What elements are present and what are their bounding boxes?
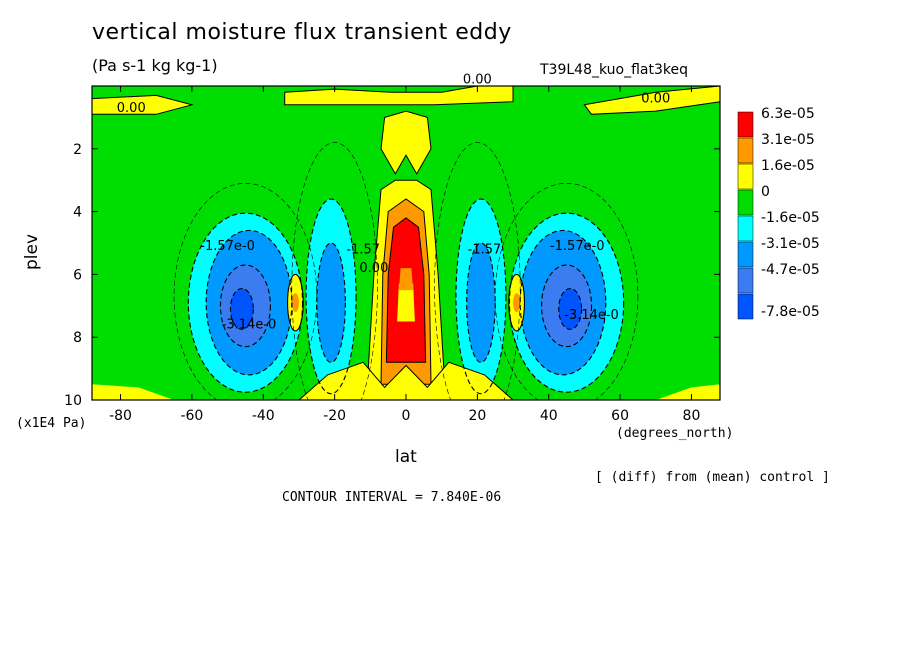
- x-tick-label: 60: [611, 408, 629, 424]
- plume-inner-yellow: [397, 283, 415, 322]
- plot-area: [92, 86, 720, 400]
- x-tick-label: 20: [468, 408, 486, 424]
- chart-title: vertical moisture flux transient eddy: [92, 20, 512, 45]
- contour-label-0: 0.00: [117, 101, 146, 116]
- contour-label-7: -1.57: [346, 242, 380, 257]
- legend-swatch: [737, 163, 754, 190]
- contour-lobe-1-north: [508, 212, 625, 393]
- x-tick-label: 80: [683, 408, 701, 424]
- contour-label-9: 0.00: [359, 261, 388, 276]
- legend-swatch: [737, 293, 754, 320]
- legend-label: -3.1e-05: [761, 236, 820, 252]
- contour-lobe-2-north: [519, 229, 607, 376]
- y-tick-label: 8: [73, 330, 82, 346]
- contour-inner-0-south: [291, 142, 378, 400]
- x-axis-label: lat: [395, 447, 417, 467]
- y-axis-label: plev: [22, 233, 42, 270]
- inner-blue-south: [316, 243, 346, 363]
- legend-swatch: [737, 215, 754, 242]
- x-tick-label: -80: [109, 408, 132, 424]
- y-tick-label: 2: [73, 142, 82, 158]
- upper-mid-yellow: [284, 86, 514, 106]
- contour-interval: CONTOUR INTERVAL = 7.840E-06: [282, 490, 502, 505]
- legend-label: 6.3e-05: [761, 106, 815, 122]
- surface-left-yellow: [92, 384, 175, 400]
- upper-center-yellow: [380, 110, 432, 175]
- contour-side-north: [508, 273, 526, 332]
- x-tick-label: -40: [252, 408, 275, 424]
- side-orange-north: [513, 293, 521, 313]
- contour-label-3: -1.57e-0: [200, 239, 255, 254]
- legend-swatch: [737, 111, 754, 138]
- lobe-core-south: [230, 288, 254, 330]
- side-orange-south: [291, 293, 299, 313]
- contour-inner-2-north: [466, 242, 496, 363]
- y-tick-label: 4: [73, 205, 82, 221]
- x-tick-label: 40: [540, 408, 558, 424]
- contour-inner-0-north: [434, 142, 521, 400]
- legend-label: -4.7e-05: [761, 262, 820, 278]
- color-legend: 6.3e-05 3.1e-05 1.6e-05 0 -1.6e-05 -3.1e-05 -4…: [737, 106, 820, 320]
- inner-blue-north: [466, 243, 496, 363]
- diff-note: [ (diff) from (mean) control ]: [595, 470, 830, 485]
- contour-lobe-0-north: [494, 183, 639, 400]
- upper-right-yellow: [583, 86, 720, 115]
- contour-inner-1-south: [305, 198, 357, 395]
- y-axis-units: (x1E4 Pa): [16, 416, 87, 431]
- contour-label-5: -3.14e-0: [222, 318, 277, 333]
- legend-swatch: [737, 241, 754, 268]
- contour-inner-1-north: [455, 198, 507, 395]
- contour-lobe-3-north: [541, 264, 593, 348]
- contour-lobe-4-north: [558, 287, 583, 330]
- legend-label: 0: [761, 184, 770, 200]
- legend-label: -7.8e-05: [761, 304, 820, 320]
- legend-swatch: [737, 137, 754, 164]
- contour-lobe-0-south: [173, 183, 318, 400]
- contour-labels: 0.00 0.00 0.00 -1.57e-0 -1.57e-0 -3.14e-0 -3.1…: [117, 73, 670, 333]
- lobe-core-north: [558, 288, 582, 330]
- run-label: T39L48_kuo_flat3keq: [540, 62, 688, 78]
- contour-label-8: -1.57: [468, 242, 502, 257]
- contour-label-4: -1.57e-0: [550, 239, 605, 254]
- y-axis: 2 4 6 8 10: [64, 142, 720, 409]
- legend-label: 1.6e-05: [761, 158, 815, 174]
- contour-lobe-1-south: [187, 212, 304, 393]
- x-axis: -80 -60 -40 -20 0 20 40 60 80: [109, 86, 700, 424]
- legend-swatch: [737, 267, 754, 294]
- plume-inner-orange: [398, 268, 414, 291]
- contour-lobe-3-south: [219, 264, 271, 348]
- contour-label-2: 0.00: [641, 92, 670, 107]
- x-axis-units: (degrees_north): [616, 426, 734, 441]
- legend-label: 3.1e-05: [761, 132, 815, 148]
- contour-lobe-4-south: [229, 287, 254, 330]
- x-tick-label: -60: [180, 408, 203, 424]
- x-tick-label: -20: [323, 408, 346, 424]
- y-tick-label: 10: [64, 393, 82, 409]
- surface-right-yellow: [655, 384, 720, 400]
- legend-swatch: [737, 189, 754, 216]
- contour-side-south: [286, 273, 304, 332]
- upper-left-yellow: [92, 94, 194, 115]
- contour-lines: [173, 142, 639, 400]
- contour-label-1: 0.00: [463, 73, 492, 88]
- legend-label: -1.6e-05: [761, 210, 820, 226]
- x-tick-label: 0: [402, 408, 411, 424]
- chart-units: (Pa s-1 kg kg-1): [92, 56, 218, 75]
- contour-label-6: -3.14e-0: [564, 308, 619, 323]
- surface-yellow: [298, 361, 514, 400]
- y-tick-label: 6: [73, 267, 82, 283]
- contour-inner-2-south: [316, 242, 346, 363]
